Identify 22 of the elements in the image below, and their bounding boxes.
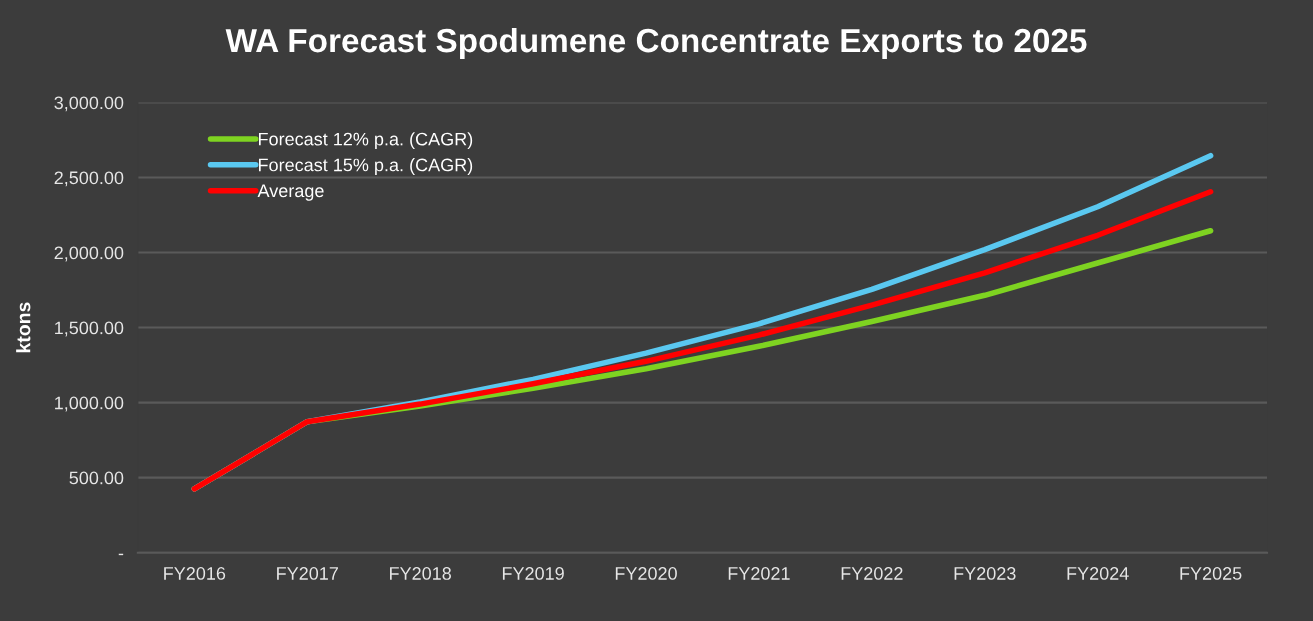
x-tick-label: FY2020 [615, 567, 677, 580]
x-tick-label: FY2018 [390, 567, 451, 580]
legend-label: Forecast 15% p.a. (CAGR) [259, 158, 473, 175]
y-axis-title: ktons [16, 302, 31, 353]
x-tick-label: FY2023 [954, 567, 1016, 580]
x-tick-label: FY2021 [728, 567, 790, 580]
y-tick-label: 1,500.00 [55, 321, 124, 337]
x-tick-label: FY2024 [1067, 567, 1129, 580]
y-tick-label: - [118, 553, 124, 556]
x-tick-label: FY2017 [277, 567, 338, 580]
x-tick-label: FY2019 [502, 567, 564, 580]
y-tick-label: 2,000.00 [54, 246, 124, 262]
y-tick-label: 2,500.00 [54, 171, 124, 187]
x-tick-label: FY2016 [164, 567, 226, 580]
y-tick-label: 500.00 [69, 471, 124, 485]
y-tick-label: 3,000.00 [54, 96, 124, 112]
y-tick-label: 1,000.00 [55, 396, 124, 412]
x-tick-label: FY2025 [1180, 567, 1242, 580]
x-tick-label: FY2022 [841, 567, 903, 580]
legend-label: Forecast 12% p.a. (CAGR) [259, 132, 473, 150]
chart-title: WA Forecast Spodumene Concentrate Exports to 2025 [225, 27, 1087, 60]
legend-label: Average [257, 184, 324, 201]
